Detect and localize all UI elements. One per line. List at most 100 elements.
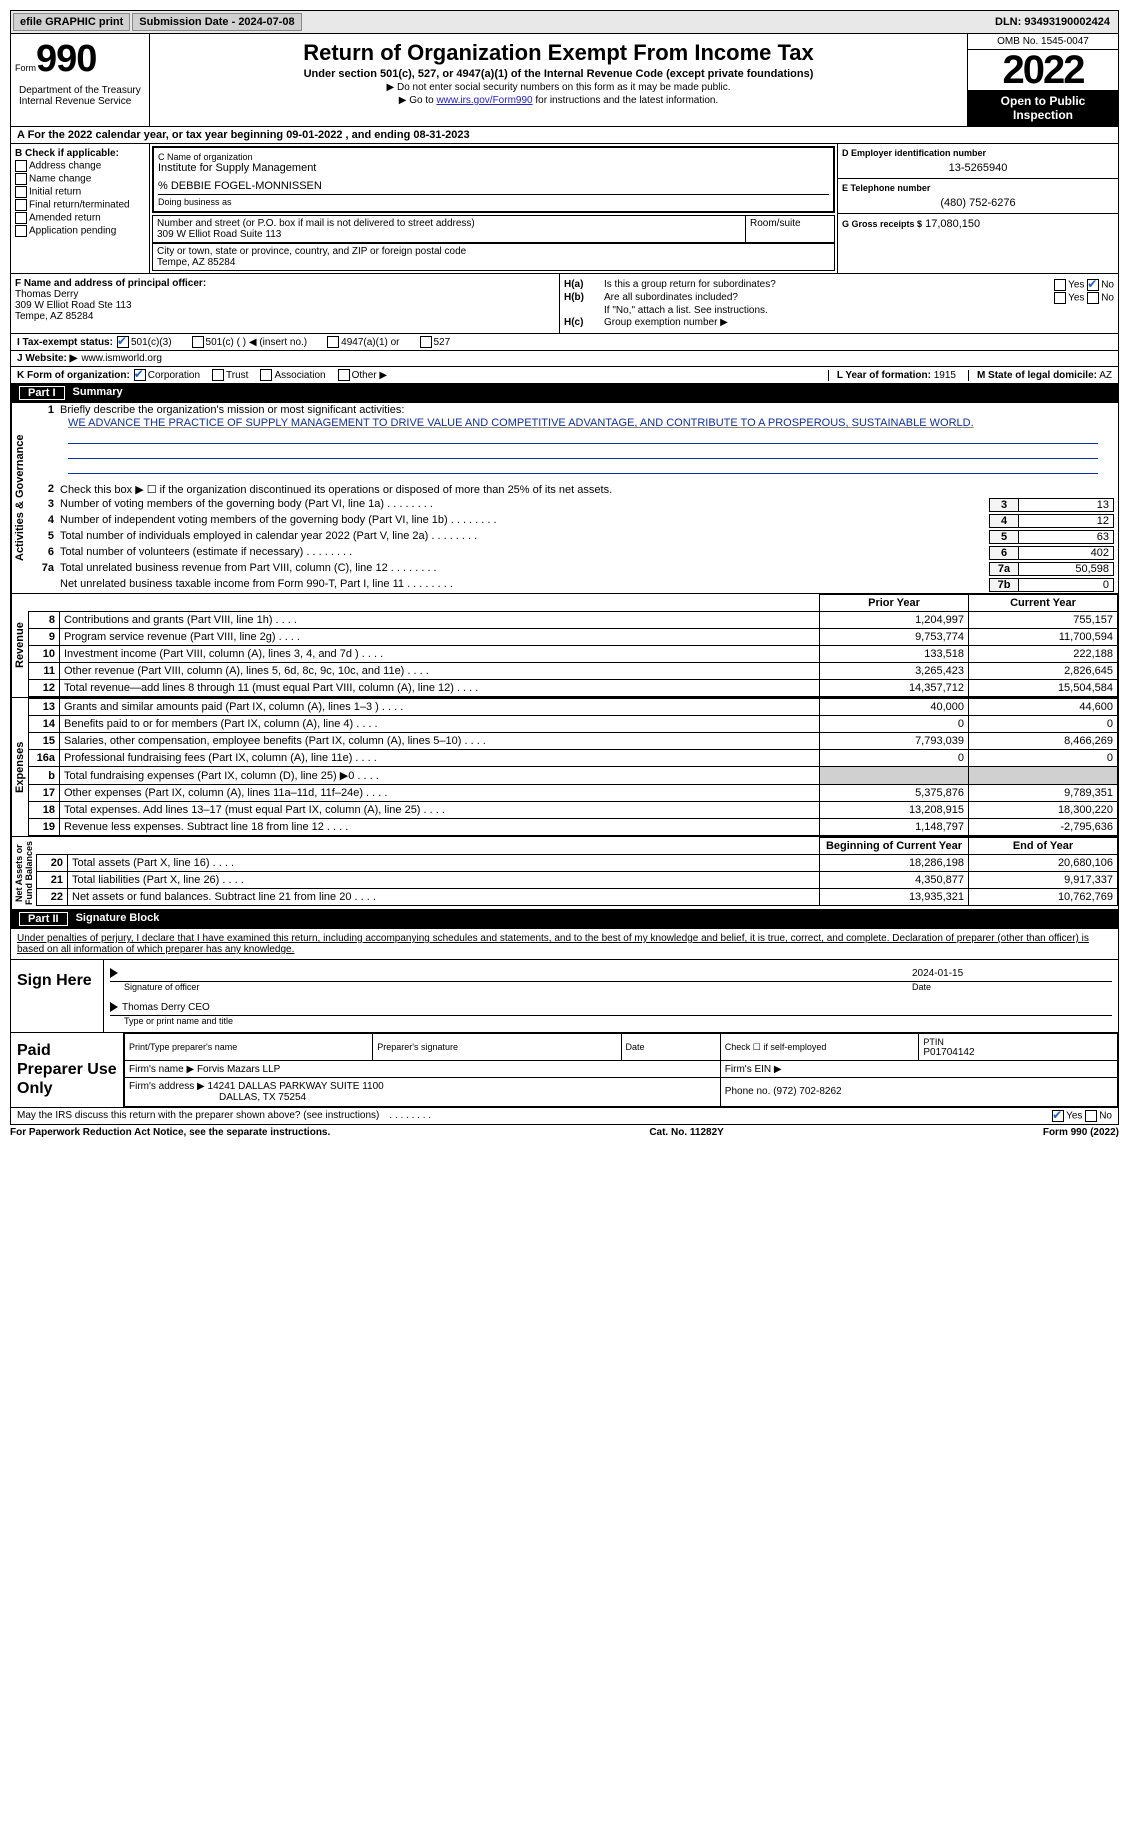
col-b-hdr: B Check if applicable: [15, 148, 145, 159]
subtitle2a: ▶ Do not enter social security numbers o… [158, 82, 959, 93]
line-m: M State of legal domicile: AZ [968, 370, 1112, 381]
gov-row: 5Total number of individuals employed in… [28, 529, 1118, 545]
gov-row: 6Total number of volunteers (estimate if… [28, 545, 1118, 561]
table-row: 15Salaries, other compensation, employee… [29, 733, 1118, 750]
checkbox-icon[interactable] [338, 369, 350, 381]
gov-row: 7aTotal unrelated business revenue from … [28, 561, 1118, 577]
submission-btn[interactable]: Submission Date - 2024-07-08 [132, 13, 301, 31]
title: Return of Organization Exempt From Incom… [158, 40, 959, 66]
prep-table: Print/Type preparer's name Preparer's si… [124, 1033, 1118, 1107]
checkbox-icon[interactable] [15, 199, 27, 211]
preparer-block: Paid Preparer Use Only Print/Type prepar… [10, 1033, 1119, 1108]
na-block: Net Assets or Fund Balances Beginning of… [10, 837, 1119, 910]
dept: Department of the Treasury Internal Reve… [15, 81, 145, 111]
subtitle1: Under section 501(c), 527, or 4947(a)(1)… [158, 68, 959, 80]
table-row: 19Revenue less expenses. Subtract line 1… [29, 819, 1118, 836]
f-officer: F Name and address of principal officer:… [11, 274, 560, 333]
table-row: 13Grants and similar amounts paid (Part … [29, 699, 1118, 716]
website: www.ismworld.org [81, 353, 162, 364]
exp-table: 13Grants and similar amounts paid (Part … [28, 698, 1118, 836]
fh-block: F Name and address of principal officer:… [10, 274, 1119, 334]
ha-yn[interactable]: Yes No [1054, 279, 1114, 291]
cy-hdr: Current Year [969, 595, 1118, 612]
addr-cell: Number and street (or P.O. box if mail i… [153, 216, 745, 242]
underline [68, 446, 1098, 459]
subtitle2b: ▶ Go to www.irs.gov/Form990 for instruct… [158, 95, 959, 106]
tel-cell: E Telephone number (480) 752-6276 [838, 179, 1118, 214]
checkbox-icon[interactable] [1087, 279, 1099, 291]
hb-yn[interactable]: Yes No [1054, 292, 1114, 304]
org-name: Institute for Supply Management [158, 162, 829, 174]
irs-link[interactable]: www.irs.gov/Form990 [436, 95, 532, 106]
h-group: H(a)Is this a group return for subordina… [560, 274, 1118, 333]
checkbox-icon[interactable] [15, 160, 27, 172]
table-row: 20Total assets (Part X, line 16) . . . .… [37, 855, 1118, 872]
checkbox-icon[interactable] [1052, 1110, 1064, 1122]
table-row: 14Benefits paid to or for members (Part … [29, 716, 1118, 733]
officer-name: Thomas Derry CEO [122, 1002, 210, 1013]
form-num: 990 [36, 38, 96, 80]
col-b: B Check if applicable: Address change Na… [11, 144, 150, 273]
table-row: 9Program service revenue (Part VIII, lin… [29, 629, 1118, 646]
line-klm: K Form of organization: Corporation Trus… [10, 367, 1119, 384]
name-box: C Name of organization Institute for Sup… [152, 146, 835, 213]
exp-block: Expenses 13Grants and similar amounts pa… [10, 698, 1119, 837]
checkbox-icon[interactable] [15, 186, 27, 198]
table-row: 17Other expenses (Part IX, column (A), l… [29, 785, 1118, 802]
sign-here-block: Sign Here 2024-01-15 Signature of office… [10, 960, 1119, 1033]
discuss-yn[interactable]: Yes No [1052, 1110, 1112, 1122]
chk-name[interactable]: Name change [15, 173, 145, 185]
chk-addr[interactable]: Address change [15, 160, 145, 172]
gross-cell: G Gross receipts $ 17,080,150 [838, 214, 1118, 234]
gov-row: 3Number of voting members of the governi… [28, 497, 1118, 513]
gov-row: 4Number of independent voting members of… [28, 513, 1118, 529]
rev-label: Revenue [11, 594, 28, 697]
exp-label: Expenses [11, 698, 28, 836]
checkbox-icon[interactable] [134, 369, 146, 381]
table-row: 16aProfessional fundraising fees (Part I… [29, 750, 1118, 767]
efile-btn[interactable]: efile GRAPHIC print [13, 13, 130, 31]
dln: DLN: 93493190002424 [995, 16, 1116, 28]
checkbox-icon[interactable] [1087, 292, 1099, 304]
arrow-icon [110, 1002, 118, 1012]
form-no-box: Form990 Department of the Treasury Inter… [11, 34, 150, 126]
line-i: I Tax-exempt status: 501(c)(3) 501(c) ( … [10, 334, 1119, 351]
checkbox-icon[interactable] [192, 336, 204, 348]
checkbox-icon[interactable] [15, 225, 27, 237]
rev-block: Revenue Prior YearCurrent Year 8Contribu… [10, 594, 1119, 698]
checkbox-icon[interactable] [260, 369, 272, 381]
checkbox-icon[interactable] [212, 369, 224, 381]
checkbox-icon[interactable] [420, 336, 432, 348]
checkbox-icon[interactable] [327, 336, 339, 348]
chk-app[interactable]: Application pending [15, 225, 145, 237]
chk-final[interactable]: Final return/terminated [15, 199, 145, 211]
checkbox-icon[interactable] [117, 336, 129, 348]
line-j: J Website: ▶ www.ismworld.org [10, 351, 1119, 367]
main-block: B Check if applicable: Address change Na… [10, 144, 1119, 274]
header-right: OMB No. 1545-0047 2022 Open to Public In… [967, 34, 1118, 126]
table-row: 11Other revenue (Part VIII, column (A), … [29, 663, 1118, 680]
room-cell: Room/suite [745, 216, 834, 242]
table-row: 22Net assets or fund balances. Subtract … [37, 889, 1118, 906]
arrow-icon [110, 968, 118, 978]
py-hdr: Prior Year [820, 595, 969, 612]
table-row: 10Investment income (Part VIII, column (… [29, 646, 1118, 663]
eoy-hdr: End of Year [969, 838, 1118, 855]
ein-cell: D Employer identification number 13-5265… [838, 144, 1118, 179]
checkbox-icon[interactable] [15, 212, 27, 224]
discuss-row: May the IRS discuss this return with the… [10, 1108, 1119, 1125]
table-row: bTotal fundraising expenses (Part IX, co… [29, 767, 1118, 785]
checkbox-icon[interactable] [1054, 279, 1066, 291]
checkbox-icon[interactable] [1054, 292, 1066, 304]
checkbox-icon[interactable] [15, 173, 27, 185]
city-cell: City or town, state or province, country… [153, 244, 834, 270]
gov-row: Net unrelated business taxable income fr… [28, 577, 1118, 593]
checkbox-icon[interactable] [1085, 1110, 1097, 1122]
col-cd: C Name of organization Institute for Sup… [150, 144, 1118, 273]
declaration: Under penalties of perjury, I declare th… [11, 929, 1118, 959]
chk-amended[interactable]: Amended return [15, 212, 145, 224]
line-a: A For the 2022 calendar year, or tax yea… [10, 127, 1119, 144]
chk-initial[interactable]: Initial return [15, 186, 145, 198]
table-row: 18Total expenses. Add lines 13–17 (must … [29, 802, 1118, 819]
prep-lbl: Paid Preparer Use Only [11, 1033, 124, 1107]
